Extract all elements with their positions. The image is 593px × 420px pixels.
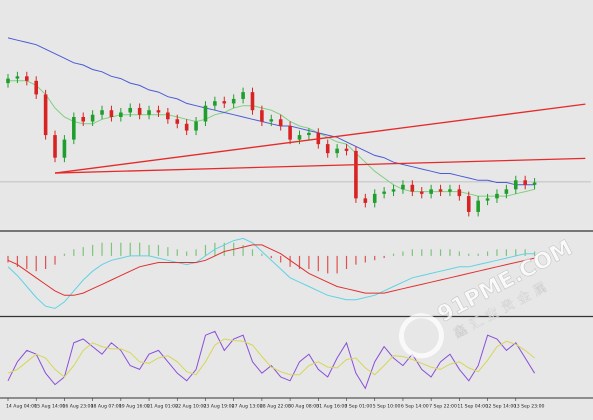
x-tick-label: 27 Aug 13:00 <box>232 404 263 410</box>
candle-body <box>241 92 245 99</box>
candle-body <box>231 98 236 104</box>
candle-body <box>34 80 39 95</box>
candle-body <box>137 107 142 115</box>
candle-body <box>419 191 424 194</box>
candle-body <box>504 189 509 194</box>
candle-body <box>43 94 48 136</box>
candle-body <box>354 150 358 199</box>
candle-body <box>288 126 292 140</box>
candle-body <box>184 123 189 131</box>
candle-body <box>53 135 57 158</box>
candle-body <box>62 139 67 158</box>
x-tick-label: 16 Aug 23:00 <box>62 404 93 410</box>
candle-body <box>363 198 368 203</box>
candle-body <box>523 180 527 185</box>
candle-body <box>410 184 415 192</box>
x-tick-label: 13 Sep 23:00 <box>514 404 545 410</box>
candle-body <box>448 189 452 192</box>
candle-body <box>260 110 264 122</box>
candle-body <box>166 112 170 120</box>
candle-body <box>532 182 537 185</box>
x-tick-label: 21 Aug 01:00 <box>147 404 178 410</box>
candle-body <box>476 200 480 212</box>
x-tick-label: 18 Aug 07:00 <box>91 404 122 410</box>
candle-body <box>495 193 499 199</box>
x-tick-label: 12 Sep 14:00 <box>486 404 517 410</box>
x-tick-label: 22 Aug 10:00 <box>175 404 206 410</box>
candle-body <box>401 184 405 190</box>
candle-body <box>128 107 133 113</box>
candle-body <box>175 119 180 124</box>
candle-body <box>297 135 302 140</box>
x-tick-label: 5 Sep 10:00 <box>373 404 401 410</box>
candle-body <box>438 189 443 192</box>
trend-line <box>54 103 586 174</box>
candle-body <box>25 76 29 81</box>
candle-body <box>269 119 274 122</box>
x-tick-label: 6 Sep 14:00 <box>401 404 429 410</box>
candle-body <box>203 105 208 122</box>
indicator-line <box>7 237 535 309</box>
candle-body <box>513 180 518 190</box>
x-tick-label: 3 Sep 01:00 <box>345 404 373 410</box>
candle-body <box>147 110 151 115</box>
candle-body <box>119 112 123 117</box>
candle-body <box>156 110 161 113</box>
x-tick-label: 30 Aug 08:00 <box>288 404 319 410</box>
candle-body <box>222 101 227 104</box>
candle-body <box>372 193 377 203</box>
x-tick-label: 11 Sep 04:00 <box>457 404 488 410</box>
x-tick-label: 31 Aug 16:00 <box>316 404 347 410</box>
candle-body <box>90 114 95 122</box>
indicator-line <box>7 330 536 390</box>
indicator-line <box>8 80 535 197</box>
candle-body <box>325 144 330 154</box>
watermark-logo <box>398 313 444 359</box>
candle-body <box>6 78 10 84</box>
x-tick-label: 15 Aug 14:00 <box>34 404 65 410</box>
candle-body <box>213 101 217 106</box>
candle-body <box>81 117 86 122</box>
candle-body <box>109 110 114 117</box>
trend-line <box>54 157 586 174</box>
candle-body <box>457 189 462 197</box>
candle-body <box>382 191 386 194</box>
candle-body <box>485 198 490 201</box>
x-tick-label: 7 Sep 22:00 <box>429 404 457 410</box>
candle-body <box>100 110 104 115</box>
candle-body <box>250 92 255 111</box>
candle-body <box>344 148 349 151</box>
candle-body <box>391 189 396 192</box>
x-tick-label: 19 Aug 16:00 <box>119 404 150 410</box>
x-tick-label: 14 Aug 04:00 <box>6 404 37 410</box>
candle-body <box>307 132 311 136</box>
candle-body <box>335 148 339 154</box>
x-tick-label: 28 Aug 22:00 <box>260 404 291 410</box>
indicator-line <box>7 338 535 378</box>
candle-body <box>15 76 20 79</box>
indicator-line <box>7 244 535 296</box>
candle-body <box>194 121 198 131</box>
candle-body <box>466 196 471 212</box>
x-tick-label: 23 Aug 19:00 <box>203 404 234 410</box>
candle-body <box>72 117 76 140</box>
candle-body <box>429 189 433 194</box>
candle-body <box>278 119 283 127</box>
